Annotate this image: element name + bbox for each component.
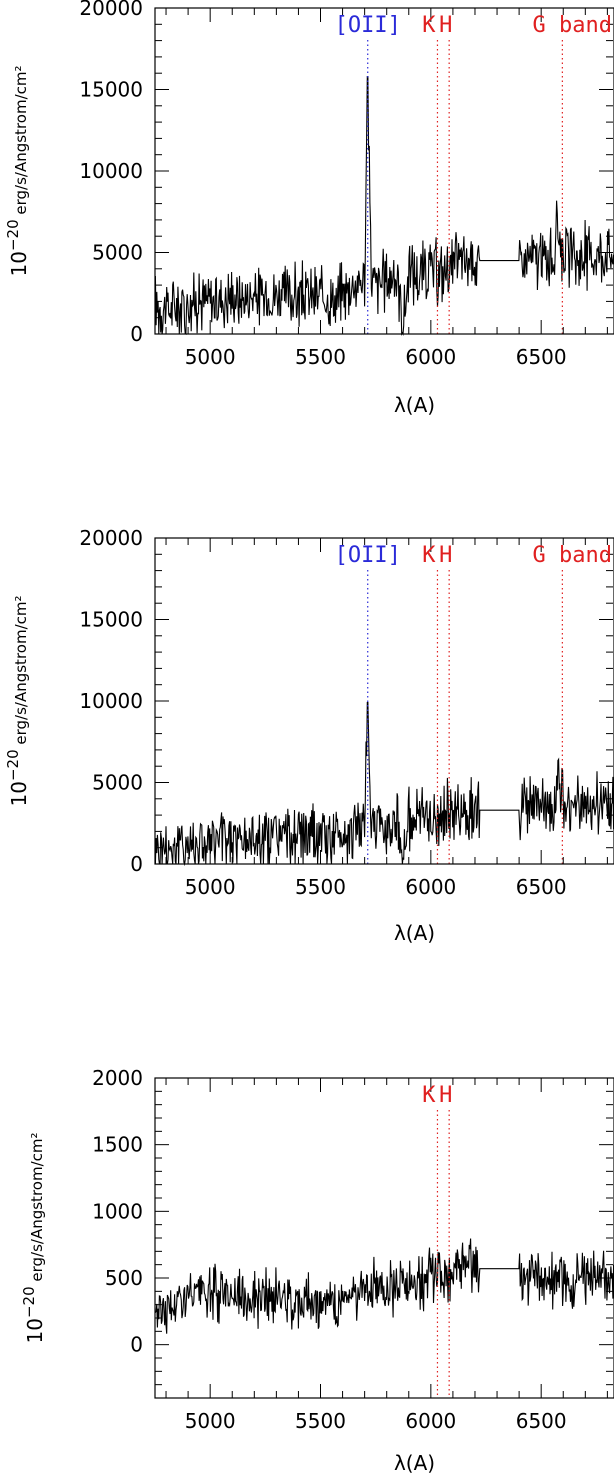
plot-frame [154,1077,614,1399]
spectral-line-label: H [439,1083,452,1108]
y-axis-label: 10−20 erg/s/Angstrom/cm² [4,596,31,807]
y-tick-label: 0 [130,852,143,876]
spectrum-line [154,1238,614,1334]
y-tick-label: 20000 [79,526,143,550]
y-tick-label: 0 [130,322,143,346]
x-tick-label: 5000 [185,1409,236,1433]
y-tick-label: 500 [105,1266,143,1290]
spectral-line-label: G band [533,13,612,38]
y-tick-label: 20000 [79,0,143,20]
y-tick-label: 10000 [79,689,143,713]
x-tick-label: 5500 [295,1409,346,1433]
spectral-line-label: [OII] [335,543,401,568]
y-tick-label: 15000 [79,78,143,102]
y-tick-label: 0 [130,1333,143,1357]
spectral-line-label: K [422,543,436,568]
spectral-line-label: K [422,13,436,38]
x-tick-label: 6000 [405,875,456,899]
chart-panel-1: 5000 5500 6000 6500 0 5000 10000 15000 20000 λ(A)… [4,0,614,417]
x-tick-label: 6500 [516,875,567,899]
spectral-line-label: H [439,543,452,568]
x-axis-label: λ(A) [394,393,435,417]
x-tick-label: 5000 [185,345,236,369]
x-tick-label: 6500 [516,1409,567,1433]
spectral-line-label: [OII] [335,13,401,38]
y-tick-label: 10000 [79,159,143,183]
x-axis-label: λ(A) [394,1451,435,1475]
spectral-line-label: K [422,1083,436,1108]
spectrum-line [154,702,614,867]
y-tick-label: 2000 [92,1066,143,1090]
y-tick-label: 15000 [79,608,143,632]
x-tick-label: 6500 [516,345,567,369]
y-tick-label: 5000 [92,241,143,265]
y-axis-label: 10−20 erg/s/Angstrom/cm² [4,66,31,277]
spectral-line-label: G band [533,543,612,568]
chart-panel-3: 5000 5500 6000 6500 0 500 1000 1500 2000 λ(A) 10−2… [20,1066,614,1475]
y-axis-label: 10−20 erg/s/Angstrom/cm² [20,1133,47,1344]
chart-panel-2: 5000 5500 6000 6500 0 5000 10000 15000 20000 λ(A)… [4,526,614,945]
y-tick-label: 5000 [92,771,143,795]
y-tick-label: 1000 [92,1199,143,1223]
x-tick-label: 5500 [295,875,346,899]
spectral-line-label: H [439,13,452,38]
x-tick-label: 6000 [405,1409,456,1433]
spectrum-line [154,75,614,337]
x-axis-label: λ(A) [394,921,435,945]
plot-frame [154,537,614,865]
y-tick-label: 1500 [92,1133,143,1157]
x-tick-label: 6000 [405,345,456,369]
x-tick-label: 5000 [185,875,236,899]
x-tick-label: 5500 [295,345,346,369]
